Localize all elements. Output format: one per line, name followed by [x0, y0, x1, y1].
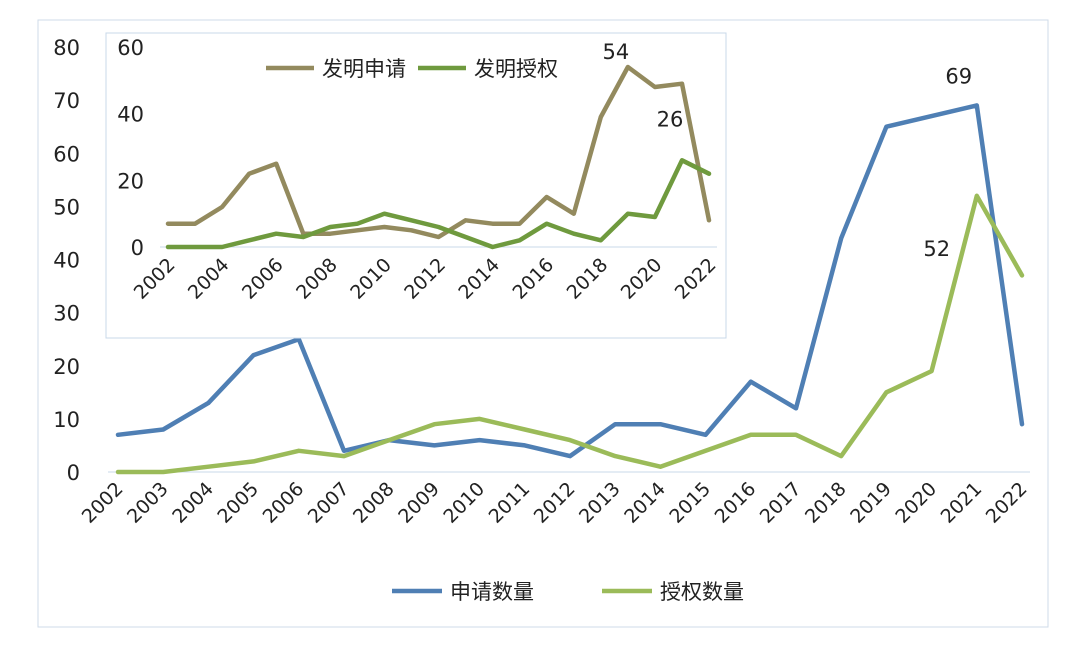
inset-y-tick-label: 0	[131, 236, 144, 260]
main-y-tick-label: 0	[67, 461, 80, 485]
main-y-tick-label: 30	[53, 302, 80, 326]
inset-frame	[105, 32, 727, 339]
main-data-label: 52	[923, 237, 950, 261]
main-legend-label: 授权数量	[660, 580, 744, 604]
main-y-tick-label: 80	[53, 36, 80, 60]
inset-y-tick-label: 60	[117, 36, 144, 60]
inset-legend-label: 发明授权	[474, 57, 558, 81]
main-y-tick-label: 60	[53, 142, 80, 166]
inset-y-tick-label: 20	[117, 169, 144, 193]
main-y-tick-label: 10	[53, 408, 80, 432]
main-y-tick-label: 50	[53, 195, 80, 219]
inset-series-group	[165, 64, 712, 250]
inset-series-line-1	[165, 158, 712, 250]
inset-legend: 发明申请 发明授权	[266, 57, 558, 81]
inset-data-labels: 54 26	[602, 40, 683, 131]
inset-legend-label: 发明申请	[322, 57, 406, 81]
main-series-line-0	[115, 103, 1025, 459]
main-y-tick-label: 20	[53, 355, 80, 379]
main-legend: 申请数量 授权数量	[392, 580, 744, 604]
main-series-line-1	[115, 193, 1025, 475]
main-y-tick-label: 70	[53, 89, 80, 113]
inset-y-tick-label: 40	[117, 103, 144, 127]
main-y-tick-label: 40	[53, 249, 80, 273]
main-data-labels: 69 52	[923, 64, 972, 260]
inset-data-label: 54	[602, 40, 629, 64]
main-legend-label: 申请数量	[450, 580, 534, 604]
main-data-label: 69	[945, 64, 972, 88]
inset-data-label: 26	[657, 107, 684, 131]
main-series-group	[115, 103, 1025, 475]
inset-series-line-0	[165, 64, 712, 240]
